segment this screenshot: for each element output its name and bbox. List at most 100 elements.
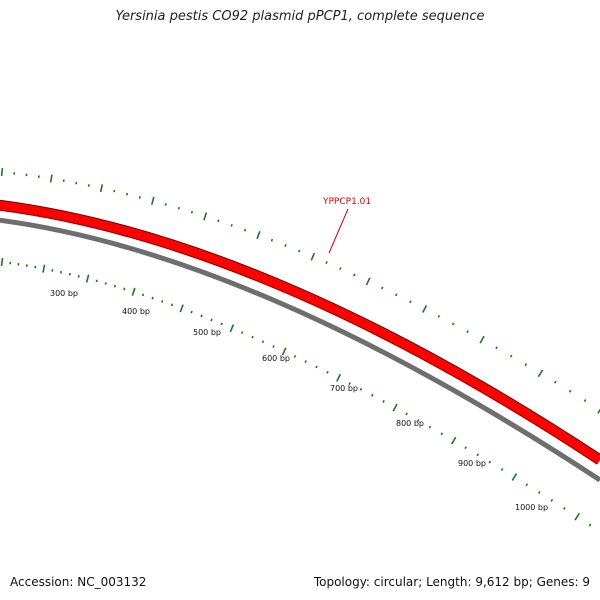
outer-tick bbox=[466, 330, 469, 334]
inner-tick bbox=[240, 331, 244, 335]
inner-tick bbox=[272, 345, 275, 348]
outer-tick bbox=[537, 369, 544, 378]
outer-tick bbox=[243, 228, 247, 232]
outer-tick bbox=[524, 363, 528, 367]
outer-tick bbox=[190, 210, 194, 214]
inner-tick bbox=[151, 296, 154, 300]
outer-tick bbox=[437, 314, 441, 318]
inner-tick bbox=[563, 507, 566, 510]
outer-tick bbox=[49, 174, 53, 183]
inner-tick bbox=[281, 347, 287, 356]
outer-tick bbox=[113, 189, 116, 193]
inner-tick bbox=[200, 314, 203, 318]
inner-tick bbox=[229, 324, 235, 333]
outer-tick bbox=[310, 252, 316, 261]
backbone-circle bbox=[0, 217, 600, 483]
outer-tick bbox=[422, 305, 428, 313]
gene-track-ypppcp1-01[interactable] bbox=[0, 200, 600, 464]
inner-tick bbox=[428, 425, 432, 429]
outer-tick bbox=[125, 192, 129, 196]
outer-tick bbox=[150, 196, 155, 205]
accession-text: Accession: NC_003132 bbox=[10, 575, 147, 589]
outer-tick bbox=[353, 273, 356, 277]
outer-tick bbox=[297, 249, 301, 253]
outer-tick bbox=[365, 277, 371, 286]
inner-tick bbox=[123, 287, 126, 291]
outer-tick bbox=[583, 399, 587, 402]
outer-tick bbox=[0, 167, 4, 177]
outer-tick bbox=[284, 244, 287, 247]
ruler-labels: 300 bp 400 bp 500 bp 600 bp 700 bp 800 bp 900 … bbox=[50, 289, 548, 512]
inner-tick bbox=[359, 387, 363, 391]
outer-tick bbox=[380, 286, 384, 290]
inner-tick bbox=[336, 373, 342, 382]
inner-tick bbox=[488, 460, 492, 464]
outer-tick bbox=[409, 300, 412, 304]
inner-tick bbox=[440, 432, 444, 436]
inner-tick bbox=[220, 322, 223, 326]
inner-tick bbox=[464, 446, 467, 450]
outer-tick bbox=[495, 346, 498, 350]
outer-tick bbox=[164, 203, 167, 206]
inner-tick bbox=[113, 284, 117, 288]
inner-tick bbox=[190, 310, 193, 314]
ruler-label: 600 bp bbox=[262, 354, 290, 363]
topology-summary: Topology: circular; Length: 9,612 bp; Ge… bbox=[313, 575, 590, 589]
inner-tick bbox=[161, 299, 164, 303]
inner-tick bbox=[104, 282, 107, 285]
inner-tick bbox=[525, 483, 529, 487]
outer-tick bbox=[451, 322, 455, 326]
inner-tick bbox=[476, 453, 479, 457]
map-title: Yersinia pestis CO92 plasmid pPCP1, comp… bbox=[115, 9, 485, 24]
ruler-label: 300 bp bbox=[50, 289, 78, 298]
outer-tick bbox=[339, 267, 342, 271]
inner-tick bbox=[42, 264, 46, 273]
outer-tick bbox=[479, 335, 485, 344]
outer-tick bbox=[270, 238, 274, 242]
outer-tick bbox=[395, 293, 398, 297]
ruler-label: 500 bp bbox=[193, 328, 221, 337]
inner-tick bbox=[450, 436, 457, 445]
ruler-label: 800 bp bbox=[396, 419, 424, 428]
outer-tick bbox=[138, 196, 141, 199]
outer-tick bbox=[230, 223, 233, 227]
inner-tick bbox=[68, 272, 71, 276]
inner-tick bbox=[348, 382, 351, 385]
inner-ruler-ticks bbox=[0, 257, 592, 527]
inner-tick bbox=[382, 399, 385, 403]
outer-tick-ring bbox=[0, 167, 600, 414]
inner-tick bbox=[405, 412, 408, 416]
inner-tick bbox=[293, 355, 297, 358]
gene-label-leader bbox=[328, 208, 349, 254]
inner-tick bbox=[95, 279, 98, 283]
outer-tick bbox=[99, 184, 104, 193]
ruler-label: 900 bp bbox=[458, 459, 486, 468]
outer-tick bbox=[203, 212, 208, 221]
inner-tick bbox=[574, 512, 581, 521]
inner-tick bbox=[511, 473, 518, 481]
outer-tick bbox=[509, 354, 513, 358]
ruler-label: 700 bp bbox=[330, 384, 358, 393]
inner-tick bbox=[588, 523, 592, 527]
inner-tick bbox=[500, 468, 504, 471]
inner-tick bbox=[0, 257, 4, 267]
outer-tick bbox=[553, 380, 557, 384]
inner-tick bbox=[416, 418, 420, 422]
inner-tick bbox=[85, 274, 90, 283]
outer-tick bbox=[568, 389, 572, 393]
inner-tick bbox=[179, 304, 184, 313]
inner-tick bbox=[170, 303, 174, 307]
outer-tick bbox=[325, 261, 328, 264]
inner-tick bbox=[141, 293, 145, 297]
outer-tick bbox=[597, 408, 600, 414]
ruler-label: 400 bp bbox=[122, 307, 150, 316]
outer-tick bbox=[177, 206, 180, 210]
ruler-label: 1000 bp bbox=[515, 503, 548, 512]
inner-tick bbox=[392, 403, 398, 412]
inner-tick bbox=[77, 274, 80, 278]
inner-tick bbox=[550, 498, 554, 502]
gene-label[interactable]: YPPCP1.01 bbox=[322, 197, 371, 207]
inner-tick bbox=[60, 270, 63, 274]
inner-tick bbox=[537, 491, 541, 494]
